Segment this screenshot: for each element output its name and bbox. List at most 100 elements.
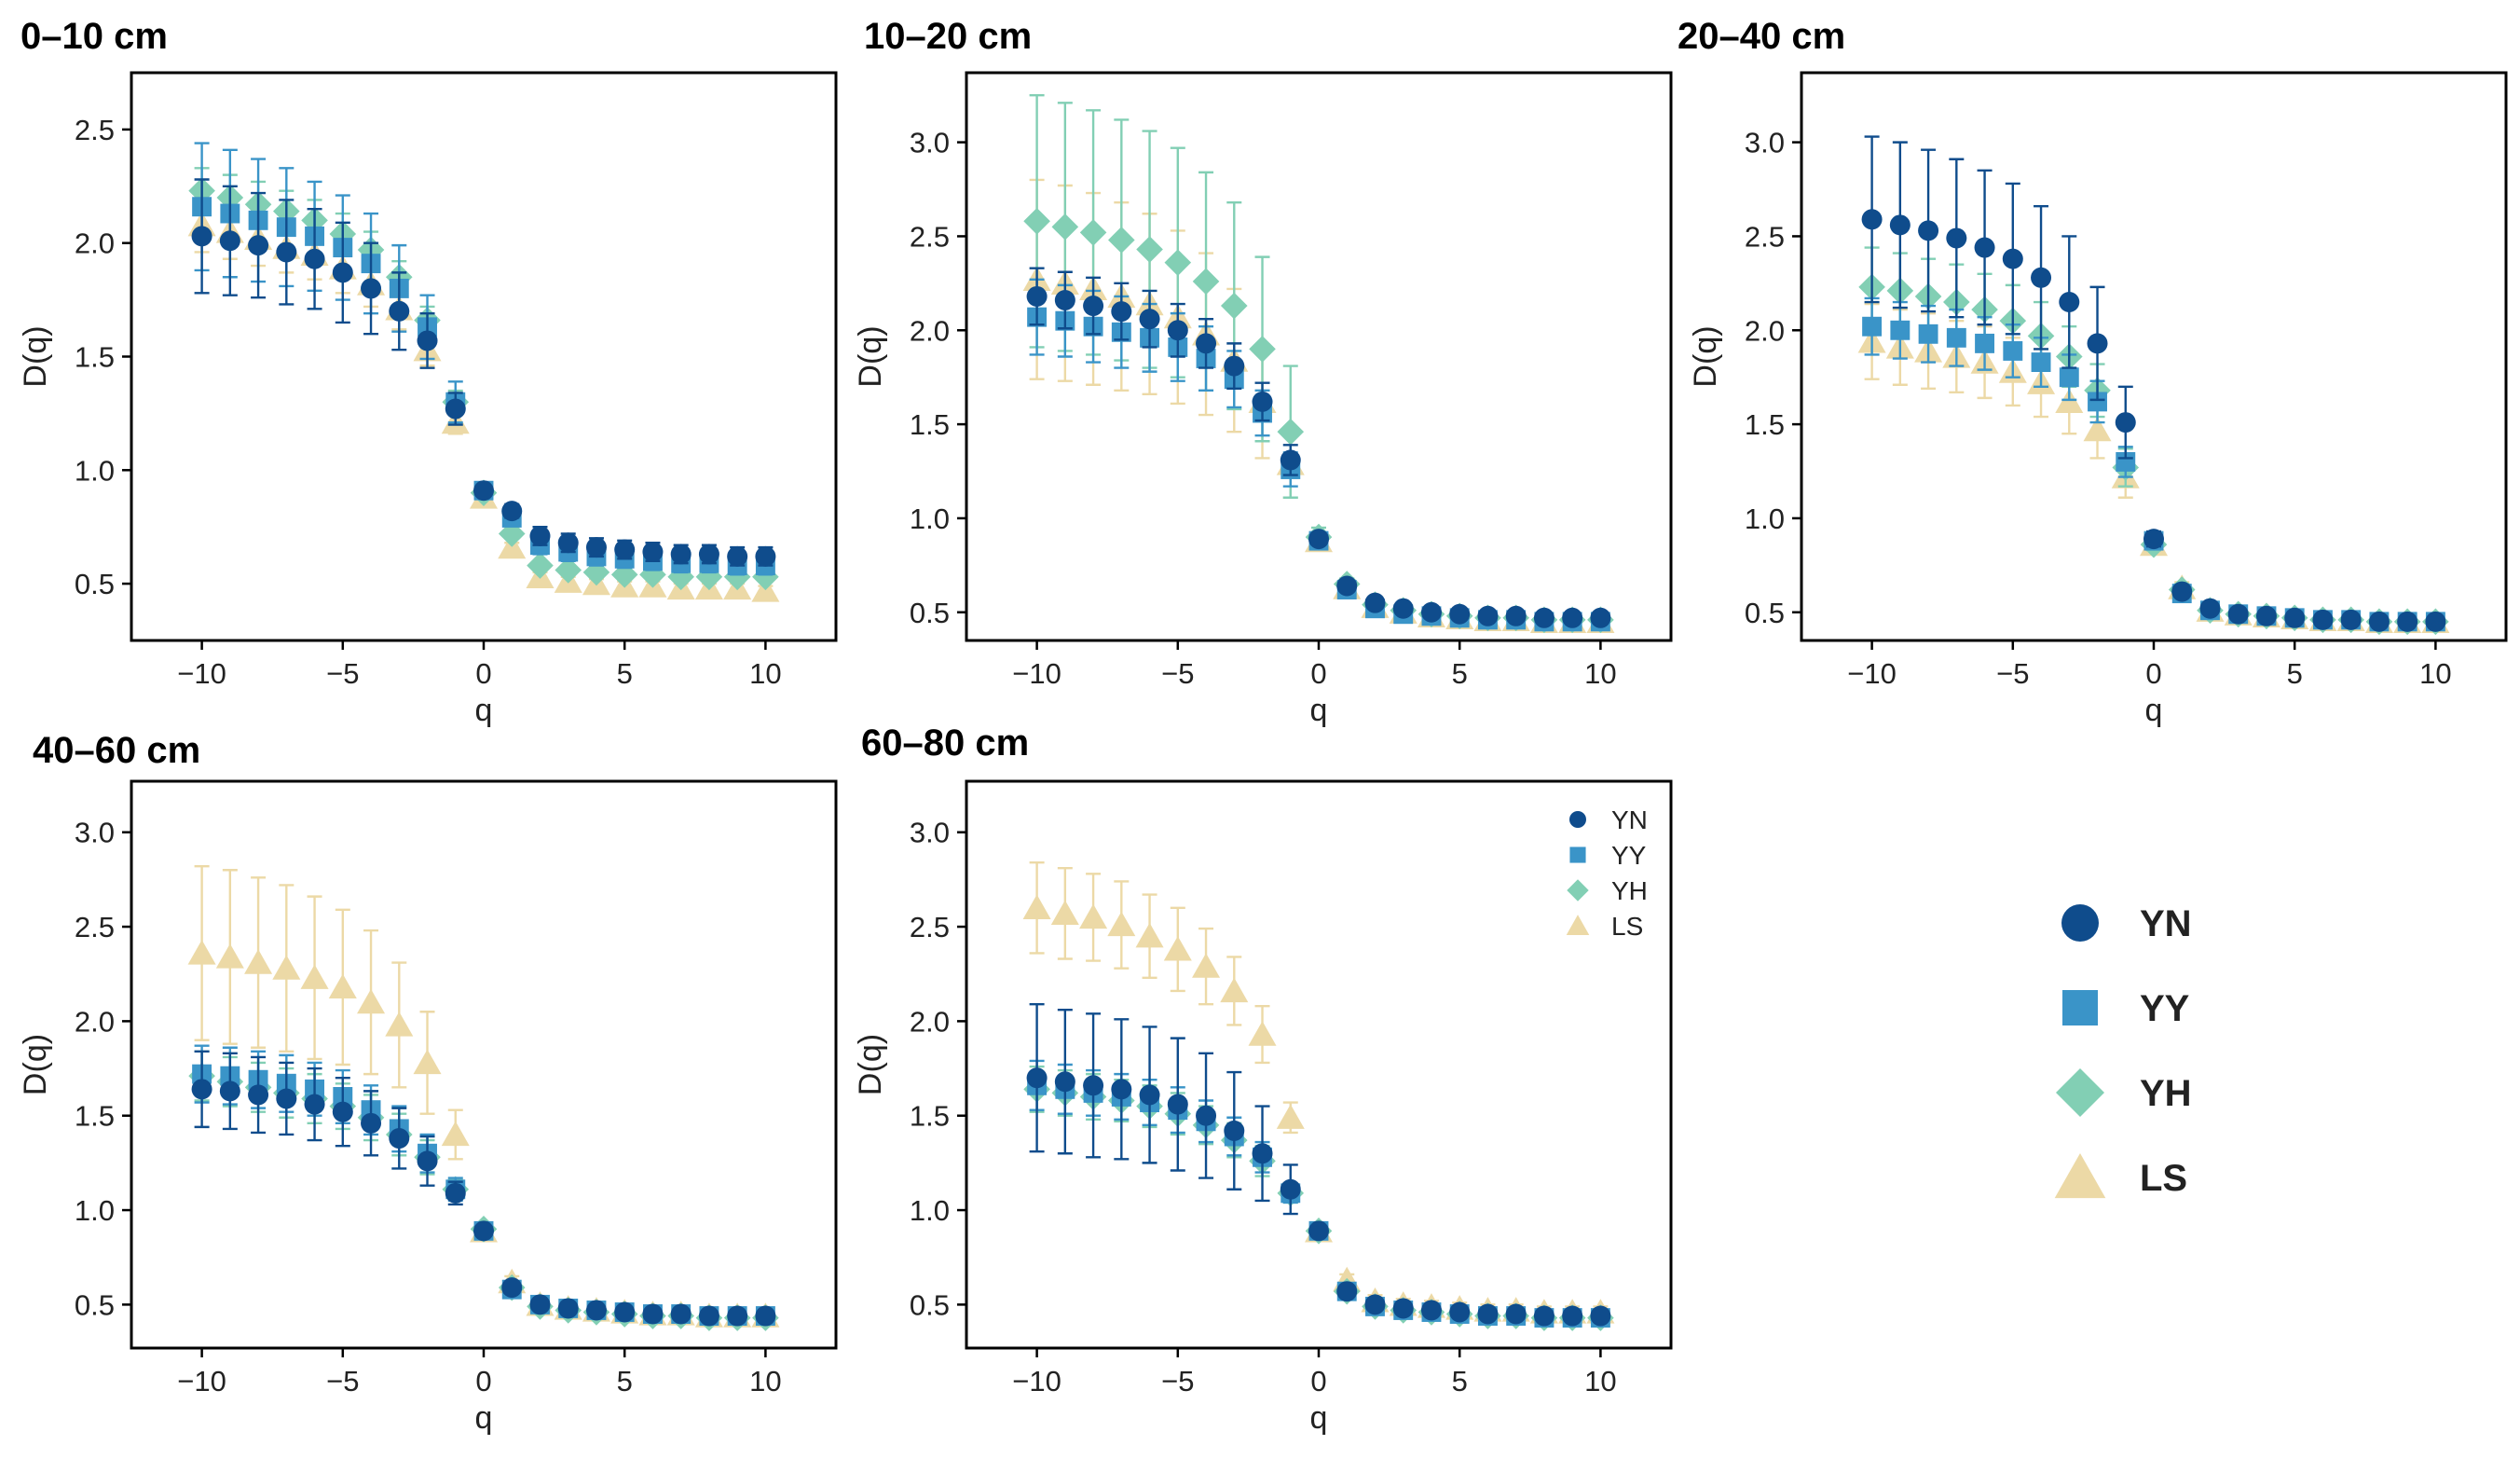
data-point-yn	[501, 501, 523, 522]
data-point-yn	[417, 1150, 438, 1172]
legend-marker-yn	[1569, 811, 1586, 828]
data-point-yn	[529, 525, 551, 546]
data-point-yn	[1889, 214, 1911, 236]
data-point-ls	[328, 973, 357, 999]
figure-legend-label-yy: YY	[2140, 988, 2190, 1029]
panel-title: 10–20 cm	[864, 16, 1032, 57]
data-point-yn	[389, 1128, 410, 1149]
x-tick-label: 10	[749, 657, 781, 690]
data-point-yh	[1051, 213, 1079, 241]
x-tick-label: −5	[326, 657, 359, 690]
series-yh	[1023, 93, 1614, 634]
data-point-yn	[2312, 609, 2334, 630]
data-point-yn	[248, 1084, 269, 1106]
data-point-yn	[1196, 333, 1217, 354]
data-point-yn	[2171, 581, 2193, 602]
data-point-yn	[276, 241, 297, 263]
data-point-yn	[1336, 1281, 1358, 1302]
chart-panel-40-60-cm: 40–60 cm −10 −5 0 5 10 0.5 1.0 1.5 2.0 2.5 3.0 q D(q)	[18, 730, 838, 1436]
figure-legend-label-ls: LS	[2140, 1158, 2187, 1199]
data-point-yn	[332, 262, 353, 283]
data-point-yn	[445, 398, 466, 420]
data-point-yn	[1505, 1303, 1527, 1325]
data-point-yh	[1136, 236, 1163, 263]
legend-marker-yh	[1567, 879, 1589, 902]
series-yy	[1027, 1059, 1610, 1328]
y-tick-label: 2.0	[75, 227, 115, 260]
y-tick-label: 0.5	[75, 568, 115, 600]
data-point-ls	[1220, 977, 1249, 1003]
data-point-ls	[1248, 1021, 1277, 1046]
data-point-yn	[2199, 598, 2221, 619]
data-point-ls	[1163, 936, 1192, 961]
y-axis-label: D(q)	[18, 325, 53, 387]
data-point-yh	[1220, 292, 1248, 320]
x-axis-label: q	[475, 1400, 493, 1436]
data-point-yn	[1477, 605, 1499, 626]
data-point-yn	[1946, 227, 1967, 249]
x-tick-label: −10	[1847, 657, 1897, 690]
x-tick-label: 0	[1310, 657, 1326, 690]
data-point-yn	[1167, 1094, 1188, 1115]
data-point-yh	[1249, 336, 1276, 363]
data-point-yn	[1449, 1301, 1471, 1323]
data-point-yn	[1026, 285, 1048, 307]
data-point-yn	[642, 541, 664, 562]
plot-frame	[130, 779, 838, 1350]
data-point-yn	[389, 300, 410, 322]
y-axis-label: D(q)	[1688, 325, 1723, 387]
data-point-ls	[1079, 903, 1108, 929]
y-tick-label: 1.0	[910, 502, 950, 535]
panel-legend: YN YY YH LS	[1566, 805, 1648, 941]
figure-legend-label-yh: YH	[2140, 1073, 2192, 1114]
data-point-yn	[1224, 355, 1245, 377]
data-point-yy	[2031, 352, 2051, 372]
y-axis-label: D(q)	[853, 1034, 888, 1095]
data-point-yy	[1918, 323, 1938, 344]
y-tick-label: 3.0	[75, 817, 115, 849]
data-point-yn	[698, 1305, 719, 1327]
data-point-yn	[1054, 1071, 1075, 1093]
y-tick-label: 1.0	[910, 1194, 950, 1227]
data-point-yn	[501, 1277, 523, 1299]
data-point-yh	[1108, 227, 1135, 254]
data-point-yn	[1562, 1305, 1583, 1327]
data-point-yn	[1590, 1305, 1611, 1327]
data-point-yn	[361, 278, 382, 299]
data-point-ls	[2083, 416, 2112, 442]
data-point-yn	[1533, 1305, 1554, 1327]
data-point-yn	[1974, 237, 1995, 258]
figure-legend-marker-yy	[2062, 990, 2098, 1025]
x-tick-label: −5	[326, 1365, 359, 1397]
data-point-yn	[473, 480, 494, 502]
figure-legend-marker-yn	[2061, 904, 2099, 942]
data-point-yn	[529, 1294, 551, 1315]
data-point-yn	[1054, 290, 1075, 311]
data-point-yy	[2003, 341, 2023, 361]
data-point-ls	[1135, 922, 1164, 948]
data-point-yn	[304, 248, 325, 269]
data-point-yn	[2087, 333, 2108, 354]
data-point-yn	[1336, 575, 1358, 597]
x-tick-label: −5	[1996, 657, 2029, 690]
data-point-yn	[2227, 603, 2249, 625]
data-point-ls	[1107, 911, 1136, 937]
data-point-yn	[2115, 412, 2136, 434]
data-point-yh	[1079, 219, 1107, 246]
y-axis-label: D(q)	[18, 1034, 53, 1095]
data-point-yn	[2397, 611, 2418, 632]
data-point-yn	[332, 1101, 353, 1122]
data-point-yn	[2340, 609, 2362, 630]
data-point-yy	[1862, 316, 1883, 337]
x-tick-label: −10	[1012, 657, 1061, 690]
data-point-yn	[304, 1094, 325, 1115]
data-point-yn	[1196, 1105, 1217, 1126]
x-tick-label: 10	[2419, 657, 2451, 690]
y-tick-label: 0.5	[1745, 597, 1785, 629]
chart-panel-60-80-cm: 60–80 cm −10 −5 0 5 10 0.5 1.0 1.5 2.0 2.5 3.0 q D(q)…	[853, 723, 1673, 1436]
data-point-yn	[1308, 529, 1329, 550]
data-point-yn	[1111, 1079, 1132, 1100]
data-point-yn	[1392, 1298, 1414, 1319]
figure-legend-marker-ls	[2054, 1153, 2106, 1199]
